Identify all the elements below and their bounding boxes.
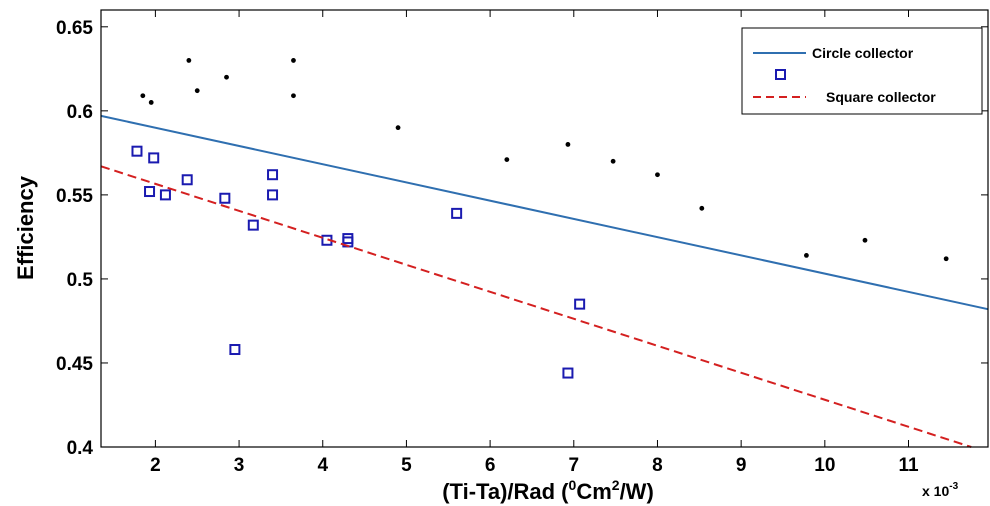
data-point-square [219,192,231,204]
data-point-dot [943,256,949,262]
data-point-dot [224,74,229,80]
legend-label-square-collector: Square collector [826,89,936,105]
data-point-dot [504,157,510,162]
data-point-square [247,219,259,231]
legend-swatch-square-marker [775,69,786,80]
data-point-dot [699,205,705,211]
x-tick-label: 11 [898,455,919,476]
data-point-dot [804,252,809,258]
x-axis-label-sup1: 0 [569,477,577,493]
data-point-dot [565,142,571,147]
y-tick-label: 0.6 [67,102,93,123]
x-tick-label: 3 [234,455,245,476]
x-axis-label-main: (Ti-Ta)/Rad ( [442,479,569,504]
y-axis-label: Efficiency [13,175,38,280]
data-point-square [574,298,586,310]
x-axis-label-mid: Cm [576,479,611,504]
legend: Circle collector Square collector [741,27,983,115]
data-point-dot [140,93,146,99]
x-axis-label: (Ti-Ta)/Rad (0Cm2/W) [442,477,654,504]
y-axis: 0.4 0.45 0.5 0.55 0.6 0.65 [56,18,988,459]
x-tick-label: 6 [485,455,496,476]
data-point-dot [862,237,868,243]
y-tick-label: 0.45 [56,354,93,375]
y-tick-label: 0.55 [56,186,93,207]
data-point-square [131,145,143,157]
x-tick-label: 8 [652,455,663,476]
data-point-square [159,189,171,201]
y-tick-label: 0.4 [67,438,94,459]
x-axis-label-sup2: 2 [612,477,620,493]
y-tick-label: 0.5 [67,270,94,291]
x-tick-label: 10 [814,455,835,476]
x-axis-label-end: /W) [620,479,654,504]
fit-line-circle-collector [100,114,989,311]
y-tick-label: 0.65 [56,18,93,39]
series-layer [100,58,989,448]
x-tick-label: 7 [568,455,579,476]
data-point-dot [186,58,192,63]
fit-line-square-collector [100,165,972,448]
data-point-square [181,174,193,186]
data-point-dot [395,125,401,131]
x-multiplier-base: x 10 [922,483,949,499]
x-tick-label: 9 [736,455,747,476]
data-point-square [562,367,574,379]
x-multiplier: x 10-3 [922,481,959,499]
data-point-square [451,207,463,219]
data-point-dot [194,88,200,94]
data-point-square [267,189,279,201]
data-point-dot [610,158,616,164]
x-tick-label: 5 [401,455,412,476]
data-point-square [148,152,160,164]
data-point-square [144,186,156,198]
data-point-dot [655,172,660,178]
data-point-square [267,169,279,181]
x-tick-label: 2 [150,455,161,476]
plot-frame [100,9,989,448]
x-tick-label: 4 [317,455,328,476]
data-point-dot [291,93,296,99]
x-multiplier-exp: -3 [949,481,958,492]
data-point-square [229,344,241,356]
legend-label-circle-collector: Circle collector [812,45,914,61]
data-point-dot [148,100,154,105]
x-axis: 2 3 4 5 6 7 8 9 10 11 [150,10,919,476]
data-point-dot [291,58,296,63]
